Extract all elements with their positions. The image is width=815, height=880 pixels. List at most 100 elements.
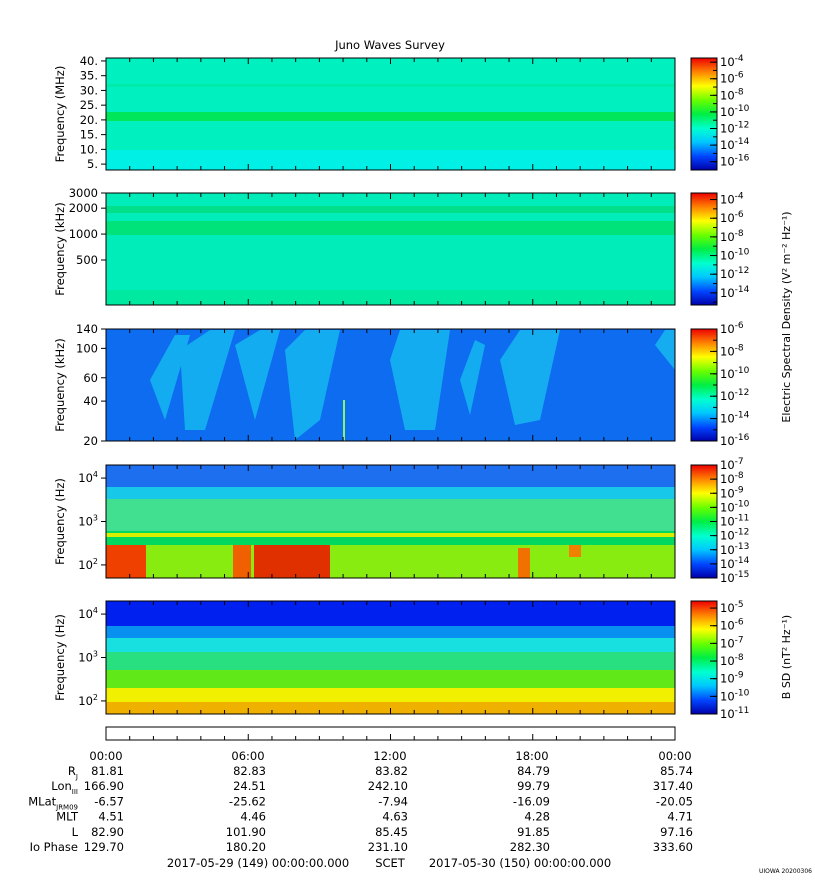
panel-2-ytick-label: 1000 — [69, 227, 98, 241]
ephemeris-value: 82.83 — [233, 764, 266, 778]
burst-6 — [460, 340, 485, 415]
time-label: 12:00 — [373, 749, 406, 763]
panel-2-ytick-label: 500 — [76, 253, 98, 267]
panel-2-emission-band-2 — [106, 221, 675, 235]
panel-4-axes: 104 103 102 Frequency (Hz) — [53, 464, 676, 579]
panel-3-colorbar-label: 10-8 — [720, 343, 744, 358]
panel-4-colorbar-label: 10-12 — [720, 528, 749, 543]
panel-3-ytick-label: 40 — [83, 394, 98, 408]
ephemeris-value: 85.45 — [375, 825, 408, 839]
panel-3-colorbar-label: 10-6 — [720, 321, 744, 336]
panel-4-colorbar-label: 10-14 — [720, 556, 750, 571]
panel-2-colorbar-label: 10-4 — [720, 192, 744, 207]
panel-5-colorbar-label: 10-7 — [720, 635, 744, 650]
ephemeris-value: 83.82 — [375, 764, 408, 778]
ephemeris-value: 101.90 — [226, 825, 266, 839]
ephemeris-value: 91.85 — [517, 825, 550, 839]
panel-5-band-2 — [106, 638, 675, 652]
panel-5-ylabel: Frequency (Hz) — [53, 614, 67, 701]
burst-7 — [500, 330, 560, 425]
panel-4-colorbar: 10-710-810-910-1010-1110-1210-1310-1410-… — [690, 457, 750, 585]
panel-2-colorbar-frame — [690, 192, 718, 306]
panel-4-burst-1 — [106, 545, 146, 578]
panel-1-ytick-label: 40. — [80, 54, 98, 68]
panel-1-colorbar-label: 10-8 — [720, 87, 744, 102]
panel-5-colorbar-label: 10-9 — [720, 671, 744, 686]
ephemeris-row-label: Io Phase — [30, 840, 78, 854]
panel-2-colorbar: 10-4 10-6 10-8 10-10 10-12 10-14 — [690, 192, 750, 306]
ephemeris-value: 97.16 — [660, 825, 693, 839]
panel-4-colorbar-label: 10-15 — [720, 570, 749, 585]
ephemeris-row-label: RJ — [68, 764, 78, 781]
panel-5 — [106, 601, 675, 714]
panel-4-mid-band — [106, 499, 675, 531]
burst-8 — [655, 330, 675, 370]
panel-1-colorbar-gradient — [691, 58, 717, 170]
panel-1-faint-band — [106, 84, 675, 87]
magnetic-colorbar-label: B SD (nT² Hz⁻¹) — [780, 615, 793, 699]
panel-5-colorbar: 10-5 10-6 10-7 10-8 10-9 10-10 10-11 — [690, 600, 750, 721]
panel-1-ytick-label: 35. — [80, 69, 98, 83]
panel-4-colorbar-label: 10-13 — [720, 542, 749, 557]
panel-1-axes: 40.35.30.25.20.15.10.5. Frequency (MHz) — [53, 54, 676, 171]
panel-5-band-4 — [106, 670, 675, 688]
panel-1-emission-band — [106, 112, 675, 121]
panel-5-axes: 104 103 102 Frequency (Hz) — [53, 600, 676, 715]
panel-1-ytick-label: 15. — [80, 128, 98, 142]
panel-1-ytick-label: 20. — [80, 113, 98, 127]
panel-5-colorbar-label: 10-8 — [720, 653, 744, 668]
ephemeris-value: 24.51 — [233, 779, 266, 793]
panel-3-ylabel: Frequency (kHz) — [53, 338, 67, 431]
time-label: 00:00 — [89, 749, 122, 763]
panel-1-ylabel: Frequency (MHz) — [53, 66, 67, 163]
time-label: 06:00 — [231, 749, 264, 763]
panel-1-ytick-label: 25. — [80, 98, 98, 112]
panel-1-colorbar-frame — [690, 57, 718, 171]
panel-5-band-3 — [106, 652, 675, 670]
ephemeris-value: 129.70 — [84, 840, 124, 854]
ephemeris-value: 82.90 — [91, 825, 124, 839]
panel-5-ytick-label: 104 — [78, 606, 98, 621]
panel-2-colorbar-gradient — [691, 193, 717, 305]
panel-3-colorbar-label: 10-14 — [720, 411, 750, 426]
ephemeris-value: 99.79 — [517, 779, 550, 793]
panel-3-colorbar-label: 10-16 — [720, 433, 750, 448]
panel-3-ytick-label: 140 — [76, 322, 98, 336]
time-axis — [105, 726, 676, 741]
burst-1 — [150, 335, 190, 420]
panel-4-line — [106, 533, 675, 537]
panel-3-bursts — [150, 330, 675, 440]
panel-1-ytick-label: 10. — [80, 142, 98, 156]
panel-5-band-5 — [106, 688, 675, 702]
panel-4-ytick-label: 104 — [78, 470, 98, 485]
ephemeris-value: -16.09 — [513, 794, 550, 808]
panel-4-ytick-label: 102 — [78, 557, 98, 572]
panel-5-colorbar-gradient — [691, 601, 717, 714]
panel-4-colorbar-label: 10-11 — [720, 514, 749, 529]
panel-2-colorbar-label: 10-14 — [720, 285, 750, 300]
panel-1-ytick-label: 5. — [87, 157, 98, 171]
ephemeris-value: 4.28 — [524, 810, 550, 824]
panel-2-ytick-label: 2000 — [69, 201, 98, 215]
ephemeris-value: 81.81 — [91, 764, 124, 778]
ephemeris-value: -25.62 — [229, 794, 266, 808]
panel-2-colorbar-label: 10-6 — [720, 210, 744, 225]
ephemeris-value: 242.10 — [368, 779, 408, 793]
panel-4-colorbar-label: 10-7 — [720, 457, 744, 472]
ephemeris-row-label: LonIII — [51, 779, 78, 796]
ephemeris-value: 317.40 — [653, 779, 693, 793]
panel-1-colorbar-label: 10-16 — [720, 154, 750, 169]
electric-colorbar-label: Electric Spectral Density (V² m⁻² Hz⁻¹) — [780, 211, 793, 422]
burst-5 — [390, 330, 450, 430]
panel-5-colorbar-label: 10-5 — [720, 600, 744, 615]
panel-3-colorbar: 10-6 10-8 10-10 10-12 10-14 10-16 — [690, 321, 750, 448]
panel-4-ylabel: Frequency (Hz) — [53, 478, 67, 565]
figure-title: Juno Waves Survey — [334, 38, 445, 52]
panel-2-emission-band-1 — [106, 206, 675, 213]
panel-4-colorbar-label: 10-8 — [720, 471, 744, 486]
panel-2-ylabel: Frequency (kHz) — [53, 202, 67, 295]
panel-4-colorbar-label: 10-9 — [720, 485, 744, 500]
panel-5-colorbar-label: 10-10 — [720, 688, 750, 703]
panel-1-colorbar-label: 10-12 — [720, 121, 749, 136]
